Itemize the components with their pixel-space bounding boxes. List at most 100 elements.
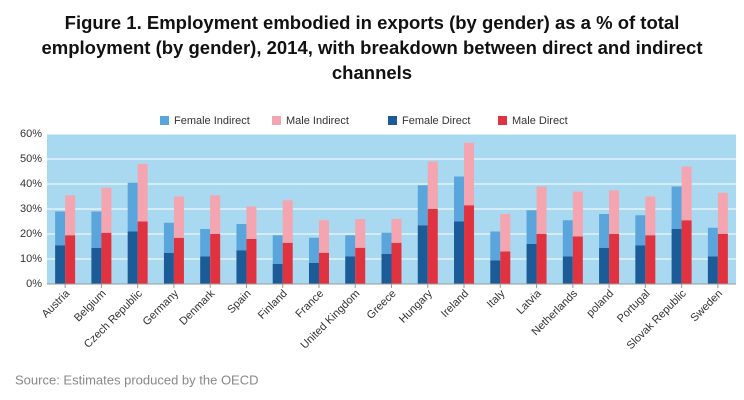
x-tick-label: poland [584, 288, 616, 320]
bar-segment [173, 237, 184, 284]
bar-segment [464, 205, 475, 284]
bar-segment [707, 256, 718, 284]
legend-label: Male Indirect [286, 115, 349, 127]
bar-segment [671, 186, 682, 229]
x-tick-label: Greece [365, 288, 399, 322]
bar-segment [246, 239, 257, 284]
legend-swatch [272, 116, 281, 125]
bar-segment [717, 234, 728, 284]
bar-segment [681, 166, 692, 221]
bar-segment [345, 235, 356, 257]
bar-segment [536, 234, 547, 284]
bar-segment [210, 195, 221, 234]
bar-segment [381, 232, 392, 254]
bar-segment [318, 220, 329, 253]
bar-segment [91, 247, 102, 284]
x-tick-label: Spain [225, 288, 253, 316]
bar-segment [391, 242, 402, 284]
bar-segment [635, 215, 646, 246]
bar-segment [236, 224, 247, 251]
x-tick-label: Ireland [439, 288, 471, 320]
bar-segment [210, 234, 221, 284]
bar-segment [526, 244, 537, 284]
bar-segment [490, 260, 501, 284]
x-tick-label: Sweden [688, 288, 725, 325]
bar-segment [173, 196, 184, 238]
source-note: Source: Estimates produced by the OECD [15, 372, 259, 387]
y-tick-label: 30% [20, 203, 42, 215]
y-tick-label: 60% [20, 128, 42, 140]
x-tick-label: France [293, 288, 326, 321]
bar-segment [500, 214, 511, 252]
bar-segment [645, 196, 656, 236]
bar-segment [272, 264, 283, 284]
x-tick-label: Finland [256, 288, 290, 322]
bar-segment [65, 195, 76, 236]
bar-segment [717, 192, 728, 234]
x-tick-label: Portugal [615, 288, 652, 325]
bar-segment [645, 235, 656, 284]
bar-segment [282, 200, 293, 243]
bar-segment [101, 232, 112, 284]
bar-segment [137, 164, 148, 222]
y-tick-label: 40% [20, 178, 42, 190]
x-tick-label: Germany [141, 287, 182, 328]
bar-segment [91, 211, 102, 248]
legend-label: Male Direct [512, 115, 568, 127]
bar-segment [163, 222, 174, 253]
bar-segment [609, 190, 620, 234]
legend-label: Female Indirect [174, 115, 250, 127]
bar-segment [55, 245, 66, 284]
bar-segment [609, 234, 620, 284]
legend-label: Female Direct [402, 115, 470, 127]
y-tick-label: 20% [20, 228, 42, 240]
bar-segment [707, 227, 718, 257]
bar-segment [127, 231, 138, 284]
bar-segment [137, 221, 148, 284]
bar-segment [562, 220, 573, 257]
y-tick-label: 50% [20, 153, 42, 165]
bar-segment [681, 220, 692, 284]
legend-swatch [388, 116, 397, 125]
bar-segment [490, 231, 501, 261]
x-tick-label: Denmark [177, 287, 217, 327]
bar-segment [536, 186, 547, 234]
bar-segment [55, 211, 66, 246]
x-tick-label: Hungary [397, 287, 435, 325]
bar-segment [345, 256, 356, 284]
bar-segment [454, 176, 465, 222]
bar-segment [572, 191, 583, 237]
bar-segment [671, 229, 682, 284]
bar-segment [65, 235, 76, 284]
bar-segment [562, 256, 573, 284]
bar-segment [464, 142, 475, 206]
bar-segment [635, 245, 646, 284]
legend-swatch [498, 116, 507, 125]
legend-swatch [160, 116, 169, 125]
x-tick-label: Austria [40, 287, 73, 320]
chart-title: Figure 1. Employment embodied in exports… [41, 12, 703, 83]
bar-segment [500, 251, 511, 284]
bar-segment [417, 225, 428, 284]
bar-segment [246, 206, 257, 239]
bar-segment [236, 250, 247, 284]
bar-segment [163, 252, 174, 284]
bar-segment [272, 235, 283, 264]
bar-segment [427, 209, 438, 284]
bar-segment [355, 219, 366, 248]
bar-segment [127, 182, 138, 232]
x-tick-label: Italy [485, 287, 508, 310]
bar-segment [282, 242, 293, 284]
bar-segment [355, 247, 366, 284]
bar-segment [599, 247, 610, 284]
x-tick-label: Belgium [72, 288, 109, 325]
bar-segment [572, 236, 583, 284]
bar-segment [599, 214, 610, 248]
bar-segment [454, 221, 465, 284]
bar-segment [391, 219, 402, 243]
bar-segment [200, 229, 211, 257]
y-tick-label: 0% [26, 278, 42, 290]
bar-segment [200, 256, 211, 284]
